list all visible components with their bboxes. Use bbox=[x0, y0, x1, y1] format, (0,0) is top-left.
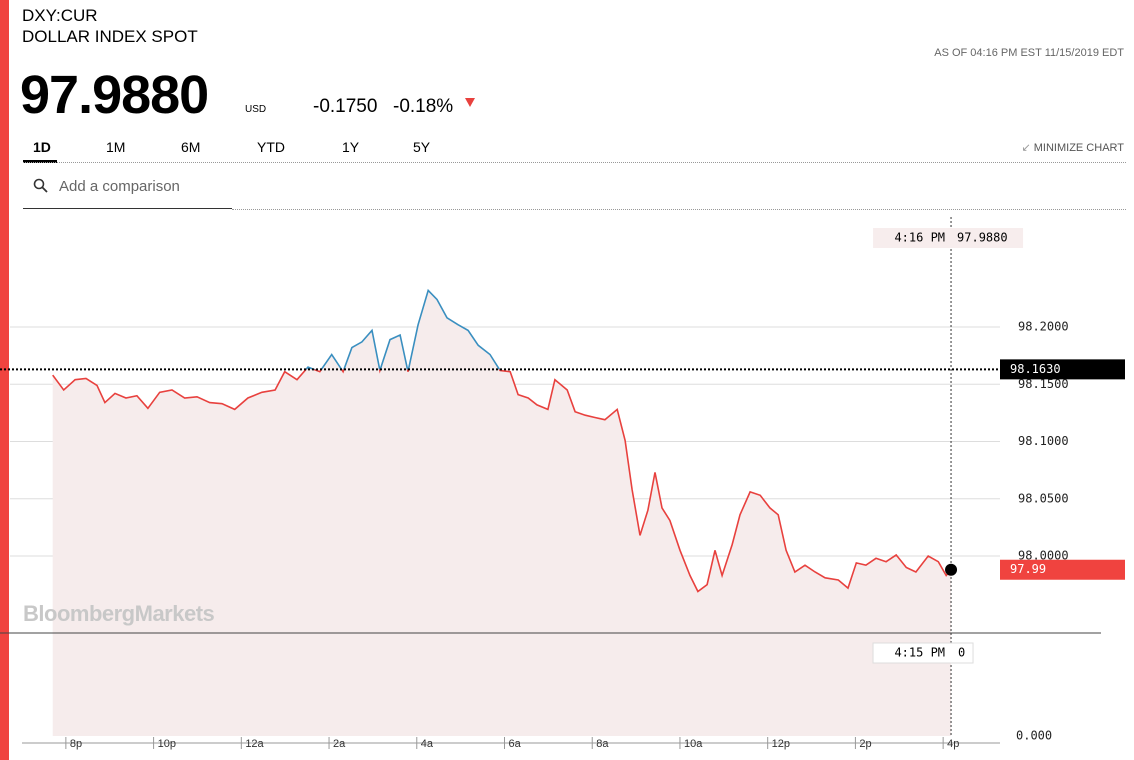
volume-tooltip-time: 4:15 PM bbox=[894, 646, 945, 660]
range-tab[interactable]: 1M bbox=[106, 139, 126, 155]
divider bbox=[23, 162, 1126, 163]
last-point bbox=[945, 563, 958, 576]
divider bbox=[232, 209, 1126, 210]
minimize-chart[interactable]: ↙ MINIMIZE CHART bbox=[1021, 142, 1124, 154]
x-tick-label: 12p bbox=[772, 738, 790, 750]
range-tab[interactable]: 6M bbox=[181, 139, 201, 155]
range-tab[interactable]: 5Y bbox=[413, 139, 431, 155]
search-icon bbox=[33, 178, 48, 193]
price-line bbox=[52, 369, 952, 593]
symbol: DXY:CUR bbox=[22, 6, 98, 25]
x-tick-label: 4a bbox=[421, 738, 434, 750]
tooltip-time: 4:16 PM bbox=[894, 231, 945, 245]
search-placeholder: Add a comparison bbox=[59, 178, 180, 195]
x-tick-label: 8p bbox=[70, 738, 82, 750]
y-tick-label: 98.1000 bbox=[1018, 434, 1069, 448]
price: 97.9880 bbox=[20, 65, 209, 125]
down-arrow bbox=[465, 98, 475, 107]
minimize-label: MINIMIZE CHART bbox=[1033, 142, 1124, 154]
x-tick-label: 10a bbox=[684, 738, 703, 750]
reference-label: 98.1630 bbox=[1010, 362, 1061, 376]
volume-tooltip-bg bbox=[872, 642, 974, 664]
tooltip-price: 97.9880 bbox=[957, 231, 1008, 245]
y-tick-label: 98.0500 bbox=[1018, 491, 1069, 505]
currency: USD bbox=[245, 104, 267, 115]
x-tick-label: 6a bbox=[509, 738, 522, 750]
tab-underline bbox=[23, 160, 57, 163]
change: -0.1750 bbox=[313, 96, 378, 117]
current-label: 97.99 bbox=[1010, 562, 1046, 576]
reference-badge bbox=[1000, 359, 1125, 380]
volume-tooltip-value: 0 bbox=[958, 646, 965, 660]
current-badge bbox=[1000, 559, 1125, 580]
x-tick-label: 2a bbox=[333, 738, 346, 750]
tooltip-bg bbox=[873, 228, 1024, 248]
accent-bar bbox=[0, 0, 9, 760]
volume-tick-label: 0.000 bbox=[1016, 729, 1052, 743]
y-tick-label: 98.0000 bbox=[1018, 549, 1069, 563]
watermark: BloombergMarkets bbox=[23, 601, 215, 626]
change-pct: -0.18% bbox=[393, 96, 454, 117]
y-tick-label: 98.1500 bbox=[1018, 377, 1069, 391]
range-tab[interactable]: 1D bbox=[33, 139, 51, 155]
x-tick-label: 10p bbox=[158, 738, 176, 750]
x-tick-label: 12a bbox=[245, 738, 264, 750]
x-tick-label: 8a bbox=[596, 738, 609, 750]
search-box[interactable]: Add a comparison bbox=[23, 168, 232, 209]
y-tick-label: 98.2000 bbox=[1018, 320, 1069, 334]
x-tick-label: 4p bbox=[947, 738, 959, 750]
instrument-name: DOLLAR INDEX SPOT bbox=[22, 27, 198, 46]
area bbox=[52, 290, 952, 736]
x-tick-label: 2p bbox=[859, 738, 871, 750]
range-tab[interactable]: YTD bbox=[257, 139, 285, 155]
as-of: AS OF 04:16 PM EST 11/15/2019 EDT bbox=[934, 47, 1124, 59]
range-tab[interactable]: 1Y bbox=[342, 139, 360, 155]
